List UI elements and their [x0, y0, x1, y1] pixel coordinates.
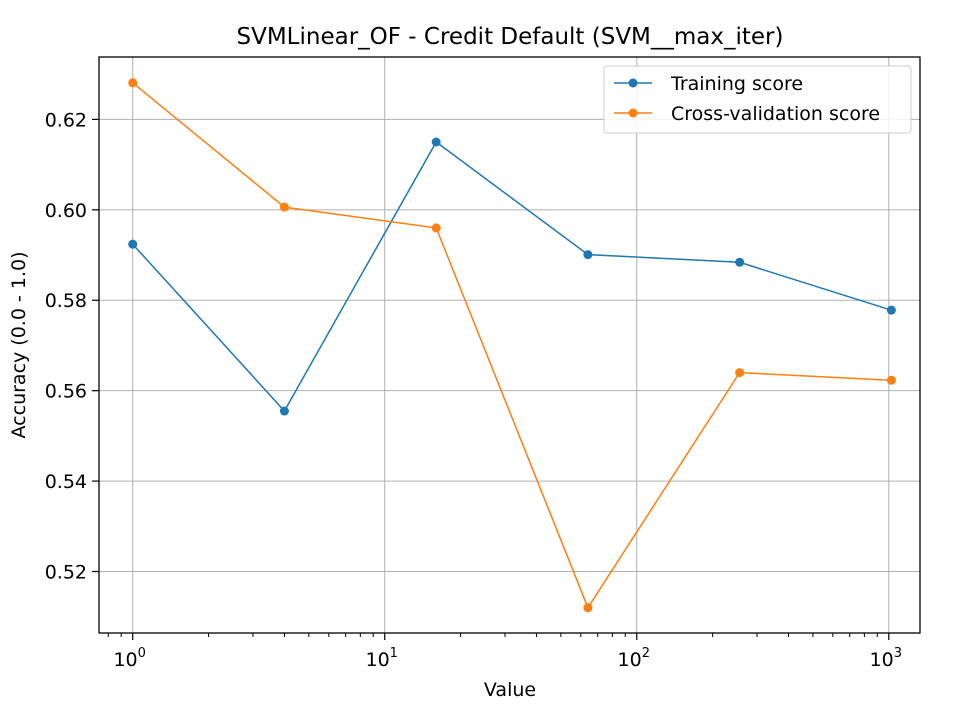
x-tick-label: 100	[113, 646, 145, 671]
x-tick-exponent: 3	[894, 646, 902, 661]
y-axis-label: Accuracy (0.0 - 1.0)	[8, 252, 30, 439]
data-point	[279, 202, 289, 212]
plot-frame	[98, 56, 921, 634]
data-point	[735, 257, 745, 267]
y-tick-label: 0.52	[45, 562, 87, 584]
data-point	[431, 223, 441, 233]
series-1	[128, 78, 896, 613]
y-tick-label: 0.58	[45, 290, 87, 312]
y-tick-label: 0.60	[45, 200, 87, 222]
legend-box	[603, 65, 912, 134]
data-point	[886, 375, 896, 385]
x-tick-label: 101	[365, 646, 397, 671]
x-tick-base: 10	[113, 649, 137, 671]
x-tick-exponent: 1	[390, 646, 398, 661]
data-point	[279, 406, 289, 416]
legend-marker	[628, 78, 638, 88]
series-line	[132, 140, 892, 413]
x-tick-exponent: 0	[138, 646, 146, 661]
x-axis-label: Value	[484, 679, 536, 701]
data-point	[735, 368, 745, 378]
data-point	[583, 250, 593, 260]
data-point	[886, 305, 896, 315]
y-tick-label: 0.62	[45, 109, 87, 131]
series-0	[128, 137, 896, 416]
legend-marker	[628, 108, 638, 118]
series-layer	[128, 78, 896, 613]
grid-lines	[99, 57, 920, 633]
x-tick-exponent: 2	[642, 646, 650, 661]
y-tick-label: 0.54	[45, 471, 87, 493]
series-line	[132, 82, 892, 610]
legend: Training score Cross-validation score	[603, 65, 912, 134]
x-tick-base: 10	[618, 649, 642, 671]
x-tick-base: 10	[870, 649, 894, 671]
x-tick-base: 10	[365, 649, 389, 671]
x-tick-label: 102	[618, 646, 650, 671]
chart-title: SVMLinear_OF - Credit Default (SVM__max_…	[237, 24, 784, 50]
y-tick-label: 0.56	[45, 381, 87, 403]
data-point	[128, 239, 138, 249]
legend-label: Training score	[670, 73, 803, 95]
data-point	[128, 78, 138, 88]
data-point	[431, 137, 441, 147]
x-tick-label: 103	[870, 646, 902, 671]
legend-label: Cross-validation score	[671, 103, 880, 125]
data-point	[583, 603, 593, 613]
